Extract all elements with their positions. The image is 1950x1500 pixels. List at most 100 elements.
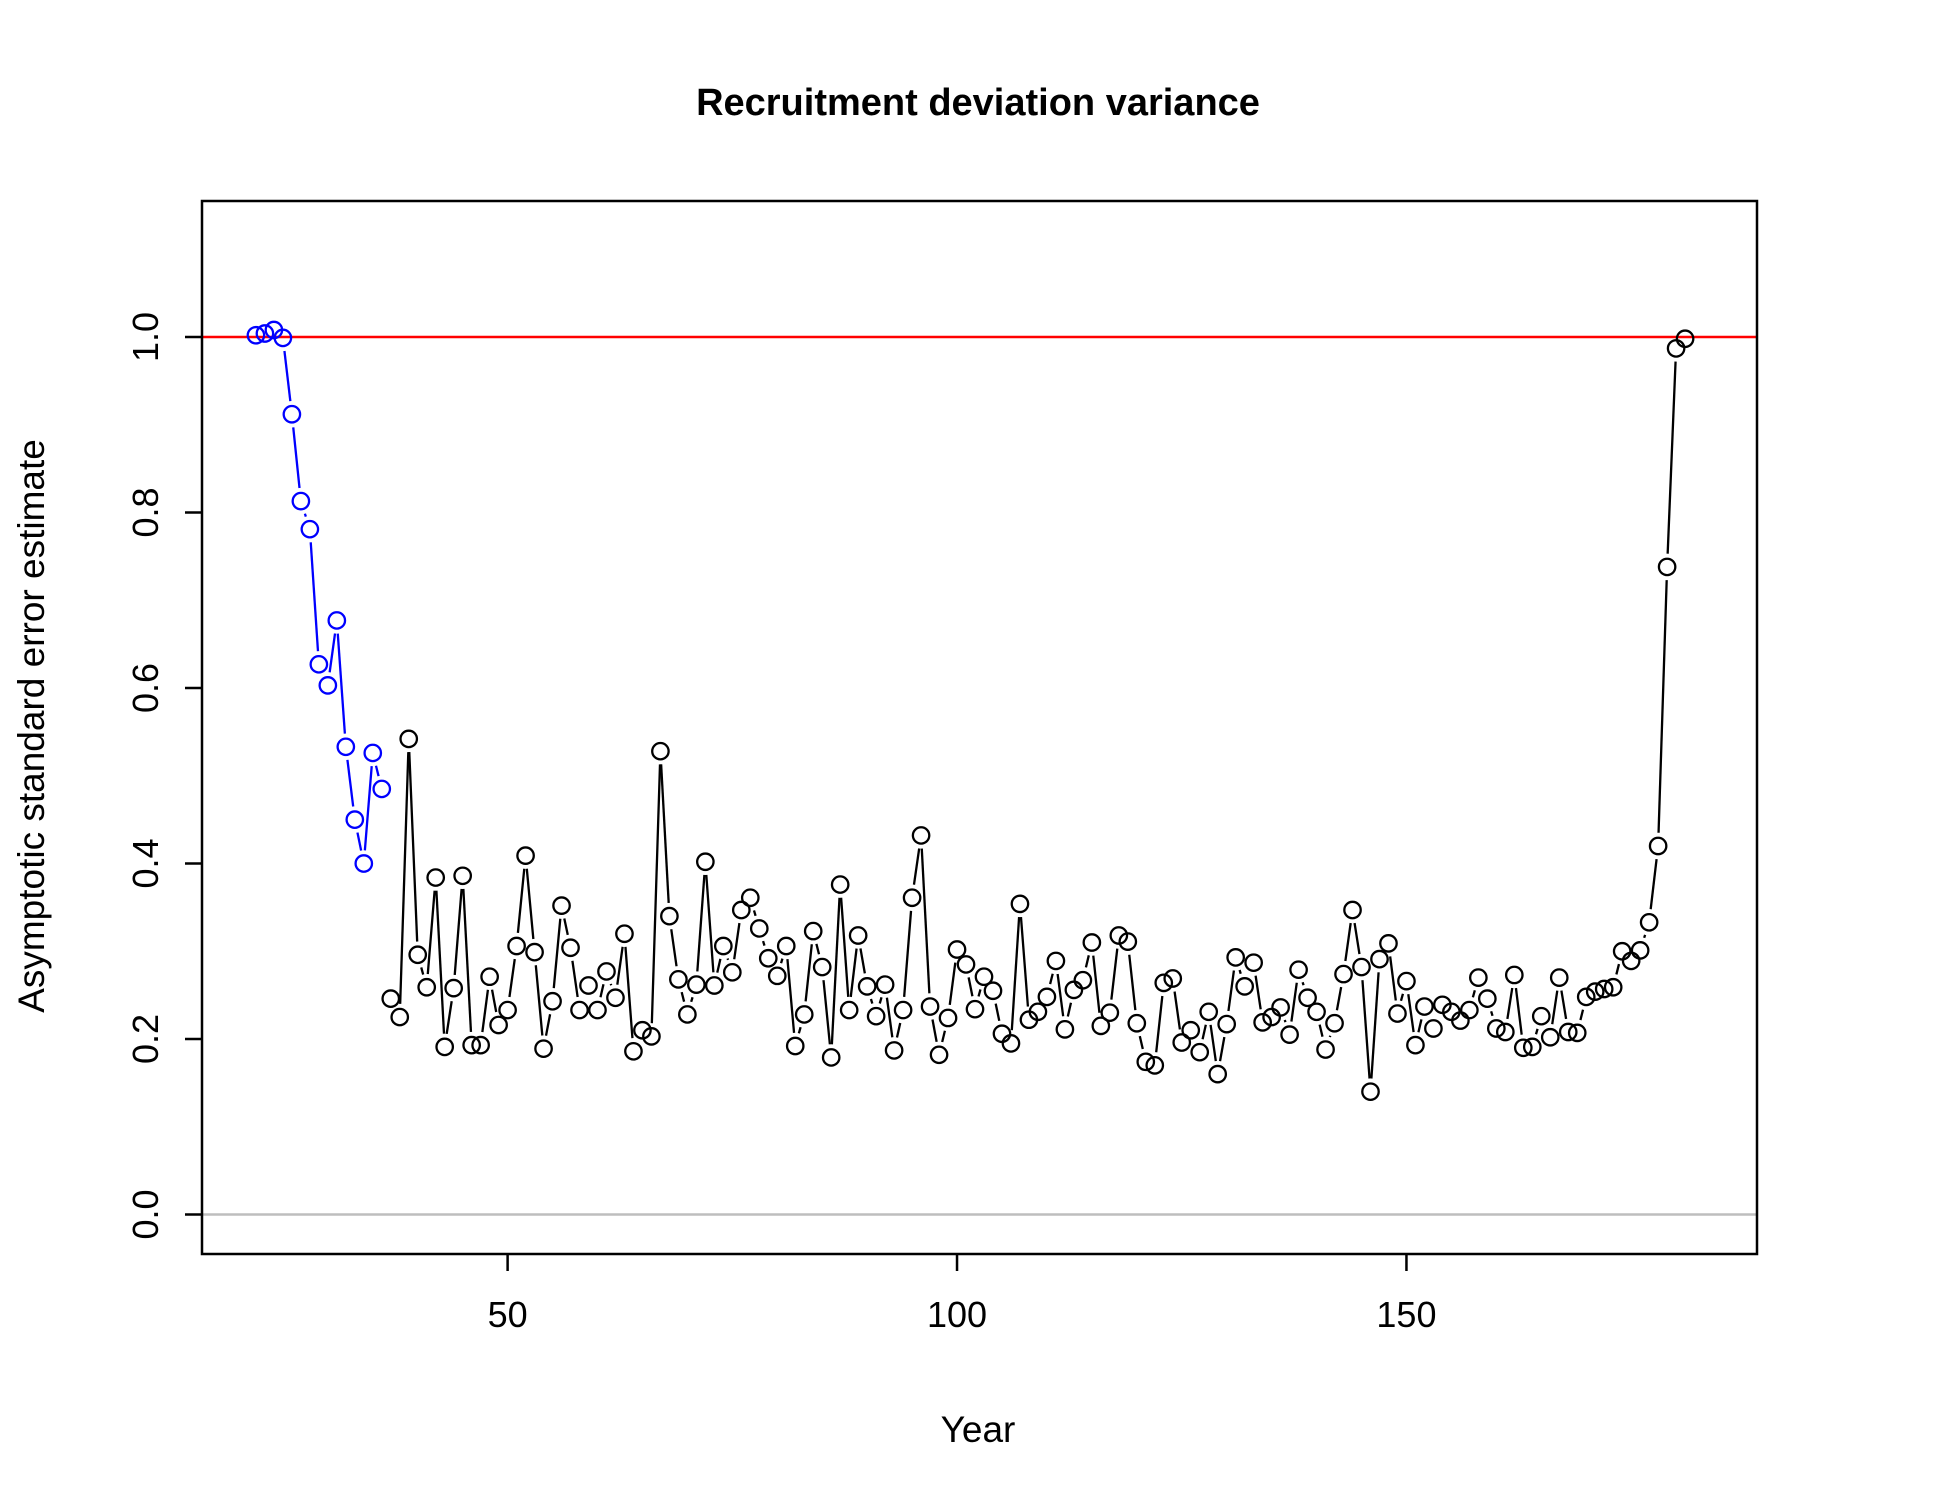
series-lines [283, 350, 1677, 1079]
series-1-segment [426, 890, 436, 975]
data-point [1289, 960, 1308, 980]
series-1-segment [1579, 1009, 1585, 1021]
series-1-segment [616, 946, 624, 985]
series-1-segment [399, 752, 410, 1004]
data-point [345, 810, 365, 829]
series-1-segment [1534, 1028, 1539, 1035]
data-point [318, 676, 338, 695]
series-1-segment [571, 960, 579, 998]
data-point [1154, 973, 1174, 993]
data-point [1073, 970, 1093, 990]
data-point [561, 938, 580, 958]
data-point [1064, 980, 1084, 1000]
data-point [255, 324, 275, 343]
y-tick-label: 0.2 [125, 1014, 166, 1064]
series-1-segment [804, 944, 813, 1002]
data-point [1370, 949, 1389, 969]
series-1-segment [544, 1014, 552, 1036]
series-1-segment [941, 1030, 947, 1043]
data-point [1612, 941, 1632, 961]
series-1-segment [1399, 993, 1405, 1002]
series-1-segment [1209, 1024, 1217, 1062]
series-1-segment [680, 991, 686, 1002]
data-point [1091, 1016, 1111, 1036]
series-1-segment [1056, 973, 1065, 1017]
series-1-segment [849, 948, 858, 998]
data-point [651, 741, 670, 761]
series-1-segment [435, 890, 446, 1034]
x-axis-label: Year [941, 1409, 1016, 1450]
data-point [1172, 1033, 1192, 1052]
data-point [1406, 1035, 1425, 1055]
data-point [794, 1005, 814, 1024]
data-point [1001, 1034, 1021, 1053]
series-1-segment [815, 943, 821, 955]
series-1-segment [1657, 580, 1668, 833]
series-1-segment [1551, 990, 1559, 1025]
data-point [246, 325, 266, 345]
data-point [749, 919, 769, 938]
data-point [803, 921, 823, 941]
data-point [1630, 941, 1650, 960]
data-point [1163, 969, 1183, 988]
data-point [336, 737, 356, 757]
data-point [1046, 951, 1066, 971]
data-point [552, 896, 571, 915]
data-point [1379, 934, 1398, 953]
data-point [956, 955, 976, 974]
series-1-segment [1344, 922, 1352, 962]
data-point [1082, 933, 1102, 952]
series-1-segment [690, 996, 694, 1003]
series-1-segment [994, 1003, 1001, 1022]
data-point [516, 846, 535, 865]
data-point [947, 940, 967, 959]
series-1-segment [420, 967, 425, 975]
series-1-segment [1471, 990, 1476, 998]
data-point [534, 1039, 553, 1059]
series-1-segment [1128, 954, 1137, 1011]
data-point [1522, 1037, 1542, 1057]
series-1-segment [1335, 986, 1343, 1011]
data-point [687, 975, 706, 994]
series-0-segment [303, 513, 307, 517]
data-point [722, 962, 742, 982]
data-point [1226, 948, 1246, 967]
data-point [1055, 1020, 1075, 1039]
data-point [1477, 989, 1497, 1008]
data-point [1028, 1002, 1048, 1022]
series-1-segment [1019, 916, 1030, 1007]
data-point [1495, 1022, 1515, 1042]
data-point [1136, 1052, 1156, 1072]
series-1-segment [931, 1019, 938, 1043]
data-point [1235, 977, 1255, 996]
data-point [848, 926, 868, 945]
data-point [1217, 1014, 1237, 1034]
y-tick-label: 0.0 [125, 1189, 166, 1239]
data-point [354, 854, 374, 873]
series-1-segment [1227, 970, 1236, 1012]
data-point [1298, 988, 1317, 1008]
data-point [597, 962, 616, 981]
data-point [731, 900, 751, 920]
series-1-segment [1283, 1019, 1287, 1023]
data-point [812, 957, 832, 977]
x-tick-label: 50 [488, 1294, 528, 1335]
data-point [570, 1000, 589, 1020]
data-point [1675, 329, 1695, 349]
data-point [785, 1036, 805, 1056]
series-1-segment [481, 989, 490, 1033]
data-point [309, 654, 329, 674]
series-1-segment [1110, 948, 1119, 1000]
series-1-segment [1490, 1010, 1494, 1017]
data-point [992, 1024, 1012, 1044]
data-point [1253, 1012, 1272, 1032]
x-tick-label: 150 [1376, 1294, 1436, 1335]
data-point [1513, 1038, 1533, 1058]
series-1-segment [912, 848, 921, 885]
series-1-segment [869, 998, 874, 1004]
series-1-segment [1560, 990, 1568, 1020]
series-1-segment [1173, 991, 1182, 1030]
data-point [1271, 998, 1290, 1017]
series-1-segment [885, 997, 894, 1038]
data-point [1199, 1002, 1219, 1022]
